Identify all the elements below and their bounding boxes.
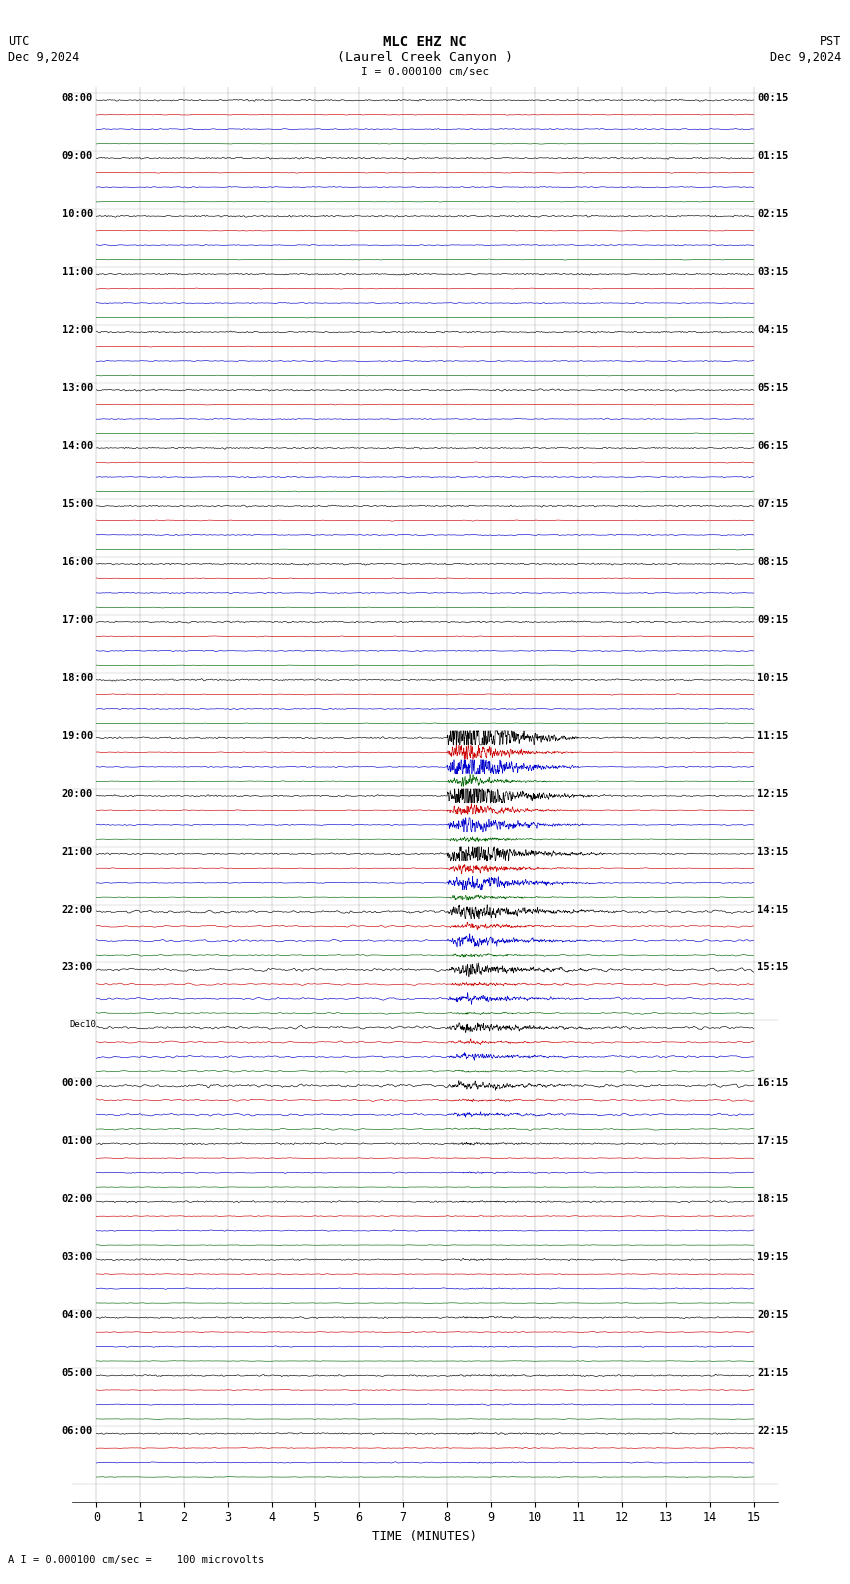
Text: 22:15: 22:15 xyxy=(757,1426,789,1437)
Text: 04:15: 04:15 xyxy=(757,325,789,334)
Text: 19:00: 19:00 xyxy=(61,730,93,741)
Text: 12:15: 12:15 xyxy=(757,789,789,798)
Text: 00:15: 00:15 xyxy=(757,93,789,103)
Text: 17:15: 17:15 xyxy=(757,1136,789,1147)
Text: 23:00: 23:00 xyxy=(61,963,93,973)
Text: I = 0.000100 cm/sec: I = 0.000100 cm/sec xyxy=(361,67,489,76)
Text: 03:00: 03:00 xyxy=(61,1253,93,1262)
Text: 18:15: 18:15 xyxy=(757,1194,789,1204)
Text: MLC EHZ NC: MLC EHZ NC xyxy=(383,35,467,49)
Text: 08:00: 08:00 xyxy=(61,93,93,103)
Text: 00:00: 00:00 xyxy=(61,1079,93,1088)
Text: 01:15: 01:15 xyxy=(757,150,789,162)
Text: 22:00: 22:00 xyxy=(61,904,93,914)
Text: 10:15: 10:15 xyxy=(757,673,789,683)
Text: 03:15: 03:15 xyxy=(757,266,789,277)
Text: 13:15: 13:15 xyxy=(757,846,789,857)
Text: 06:00: 06:00 xyxy=(61,1426,93,1437)
X-axis label: TIME (MINUTES): TIME (MINUTES) xyxy=(372,1530,478,1543)
Text: PST: PST xyxy=(820,35,842,48)
Text: 20:00: 20:00 xyxy=(61,789,93,798)
Text: 20:15: 20:15 xyxy=(757,1310,789,1321)
Text: 14:15: 14:15 xyxy=(757,904,789,914)
Text: 06:15: 06:15 xyxy=(757,440,789,451)
Text: 14:00: 14:00 xyxy=(61,440,93,451)
Text: 11:15: 11:15 xyxy=(757,730,789,741)
Text: 15:00: 15:00 xyxy=(61,499,93,508)
Text: 17:00: 17:00 xyxy=(61,615,93,624)
Text: 04:00: 04:00 xyxy=(61,1310,93,1321)
Text: 21:15: 21:15 xyxy=(757,1369,789,1378)
Text: 15:15: 15:15 xyxy=(757,963,789,973)
Text: 16:15: 16:15 xyxy=(757,1079,789,1088)
Text: Dec 9,2024: Dec 9,2024 xyxy=(8,51,80,63)
Text: 01:00: 01:00 xyxy=(61,1136,93,1147)
Text: 18:00: 18:00 xyxy=(61,673,93,683)
Text: 10:00: 10:00 xyxy=(61,209,93,219)
Text: Dec10: Dec10 xyxy=(70,1020,96,1030)
Text: 07:15: 07:15 xyxy=(757,499,789,508)
Text: 08:15: 08:15 xyxy=(757,556,789,567)
Text: (Laurel Creek Canyon ): (Laurel Creek Canyon ) xyxy=(337,51,513,63)
Text: 05:15: 05:15 xyxy=(757,383,789,393)
Text: 11:00: 11:00 xyxy=(61,266,93,277)
Text: 09:15: 09:15 xyxy=(757,615,789,624)
Text: Dec 9,2024: Dec 9,2024 xyxy=(770,51,842,63)
Text: 05:00: 05:00 xyxy=(61,1369,93,1378)
Text: 02:00: 02:00 xyxy=(61,1194,93,1204)
Text: 13:00: 13:00 xyxy=(61,383,93,393)
Text: 19:15: 19:15 xyxy=(757,1253,789,1262)
Text: 21:00: 21:00 xyxy=(61,846,93,857)
Text: A I = 0.000100 cm/sec =    100 microvolts: A I = 0.000100 cm/sec = 100 microvolts xyxy=(8,1555,264,1565)
Text: 12:00: 12:00 xyxy=(61,325,93,334)
Text: 16:00: 16:00 xyxy=(61,556,93,567)
Text: UTC: UTC xyxy=(8,35,30,48)
Text: 02:15: 02:15 xyxy=(757,209,789,219)
Text: 09:00: 09:00 xyxy=(61,150,93,162)
